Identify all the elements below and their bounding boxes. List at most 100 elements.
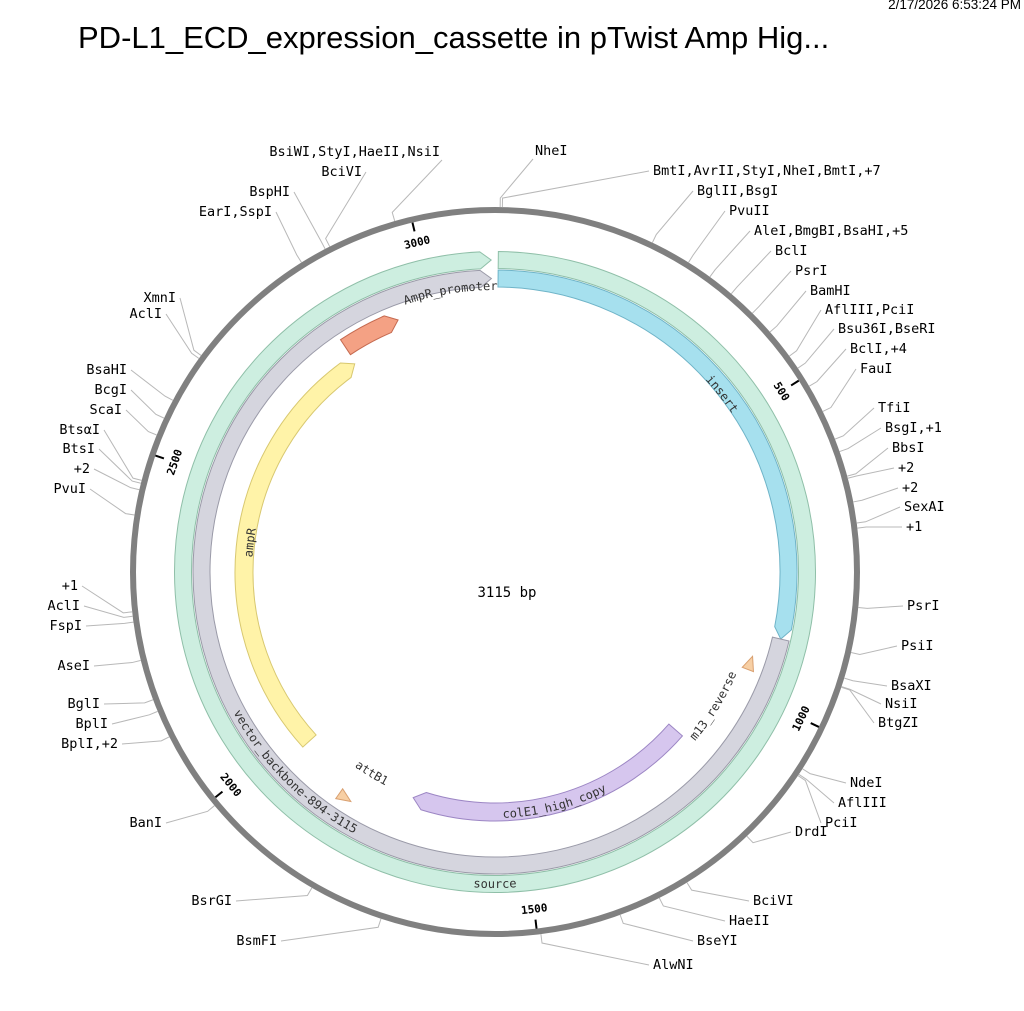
restriction-site-label[interactable]: BclI bbox=[775, 243, 808, 259]
site-leader-line bbox=[797, 775, 822, 824]
primer-label: attB1 bbox=[353, 758, 391, 789]
restriction-site-label[interactable]: BciVI bbox=[321, 164, 362, 180]
restriction-site-label[interactable]: FauI bbox=[860, 361, 893, 377]
restriction-site-label[interactable]: EarI,SspI bbox=[199, 204, 272, 220]
restriction-site-label[interactable]: +1 bbox=[906, 519, 922, 535]
tick-label: 3000 bbox=[403, 233, 432, 252]
restriction-site-label[interactable]: PsiI bbox=[901, 638, 934, 654]
restriction-site-label[interactable]: BglII,BsgI bbox=[697, 183, 778, 199]
restriction-site-label[interactable]: AseI bbox=[57, 658, 90, 674]
tick-label: 1000 bbox=[790, 704, 813, 734]
restriction-site-label[interactable]: Bsu36I,BseRI bbox=[838, 321, 936, 337]
restriction-site-label[interactable]: PvuI bbox=[53, 481, 86, 497]
restriction-site-label[interactable]: +2 bbox=[898, 460, 914, 476]
site-leader-line bbox=[85, 621, 134, 627]
feature-ampr[interactable] bbox=[234, 362, 356, 748]
primer-m13_reverse-icon[interactable] bbox=[741, 655, 755, 673]
restriction-site-label[interactable]: ScaI bbox=[89, 402, 122, 418]
tick-label: 2000 bbox=[217, 771, 244, 800]
restriction-site-label[interactable]: AlwNI bbox=[653, 957, 694, 973]
restriction-site-label[interactable]: PsrI bbox=[795, 263, 828, 279]
feature-ampr-promoter[interactable] bbox=[339, 315, 399, 356]
tick-mark bbox=[810, 722, 820, 728]
site-leader-line bbox=[850, 645, 898, 655]
site-leader-line bbox=[856, 506, 901, 524]
restriction-site-label[interactable]: NdeI bbox=[850, 775, 883, 791]
restriction-site-label[interactable]: BcgI bbox=[94, 382, 127, 398]
site-leader-line bbox=[499, 158, 534, 208]
restriction-site-label[interactable]: BciVI bbox=[753, 893, 794, 909]
restriction-site-label[interactable]: BglI bbox=[67, 696, 100, 712]
restriction-site-label[interactable]: BtsαI bbox=[59, 422, 100, 438]
restriction-site-label[interactable]: BsiWI,StyI,HaeII,NsiI bbox=[269, 144, 440, 160]
restriction-site-label[interactable]: +2 bbox=[74, 461, 90, 477]
restriction-site-label[interactable]: XmnI bbox=[143, 290, 176, 306]
restriction-site-label[interactable]: BtgZI bbox=[878, 715, 919, 731]
restriction-site-label[interactable]: PvuII bbox=[729, 203, 770, 219]
site-leader-line bbox=[841, 686, 875, 724]
site-leader-line bbox=[847, 467, 895, 479]
site-leader-line bbox=[841, 686, 882, 705]
restriction-site-label[interactable]: BtsI bbox=[62, 441, 95, 457]
restriction-site-label[interactable]: AflIII,PciI bbox=[825, 302, 914, 318]
feature-vector-backbone-894-3115[interactable] bbox=[192, 269, 790, 875]
tick-mark bbox=[155, 454, 165, 460]
restriction-site-label[interactable]: FspI bbox=[49, 618, 82, 634]
restriction-site-label[interactable]: NsiI bbox=[885, 696, 918, 712]
restriction-site-label[interactable]: BbsI bbox=[892, 440, 925, 456]
restriction-site-label[interactable]: BsaXI bbox=[891, 678, 932, 694]
site-leader-line bbox=[822, 368, 857, 412]
restriction-site-label[interactable]: BclI,+4 bbox=[850, 341, 907, 357]
restriction-site-label[interactable]: AflIII bbox=[838, 795, 887, 811]
restriction-site-label[interactable]: BsgI,+1 bbox=[885, 420, 942, 436]
site-leader-line bbox=[752, 270, 792, 314]
restriction-site-label[interactable]: BsrGI bbox=[191, 893, 232, 909]
restriction-site-label[interactable]: BplI bbox=[75, 716, 108, 732]
site-leader-line bbox=[798, 773, 835, 804]
site-leader-line bbox=[280, 918, 382, 942]
restriction-site-label[interactable]: SexAI bbox=[904, 499, 945, 515]
feature-label: ampR bbox=[241, 526, 259, 558]
restriction-site-label[interactable]: BanI bbox=[129, 815, 162, 831]
restriction-site-label[interactable]: PsrI bbox=[907, 598, 940, 614]
restriction-site-label[interactable]: TfiI bbox=[878, 400, 911, 416]
feature-source[interactable] bbox=[174, 251, 816, 893]
restriction-site-label[interactable]: BplI,+2 bbox=[61, 736, 118, 752]
restriction-site-label[interactable]: +2 bbox=[902, 480, 918, 496]
site-leader-line bbox=[802, 768, 847, 784]
site-leader-line bbox=[847, 447, 889, 477]
primer-attb1-icon[interactable] bbox=[334, 787, 352, 803]
backbone-ring bbox=[130, 207, 860, 937]
restriction-site-label[interactable]: DrdI bbox=[795, 824, 828, 840]
site-leader-line bbox=[179, 297, 202, 356]
site-leader-line bbox=[81, 585, 133, 614]
restriction-site-label[interactable]: PciI bbox=[825, 815, 858, 831]
site-leader-line bbox=[125, 409, 157, 436]
site-leader-line bbox=[121, 736, 170, 745]
restriction-site-label[interactable]: BmtI,AvrII,StyI,NheI,BmtI,+7 bbox=[653, 163, 881, 179]
restriction-site-label[interactable]: AleI,BmgBI,BsaHI,+5 bbox=[754, 223, 908, 239]
restriction-site-label[interactable]: BsaHI bbox=[86, 362, 127, 378]
tick-label: 1500 bbox=[520, 901, 548, 917]
restriction-site-label[interactable]: AclI bbox=[129, 306, 162, 322]
restriction-site-label[interactable]: AclI bbox=[47, 598, 80, 614]
restriction-site-label[interactable]: BspHI bbox=[249, 184, 290, 200]
site-leader-line bbox=[746, 831, 792, 844]
site-leader-line bbox=[293, 191, 326, 250]
site-leader-line bbox=[686, 882, 750, 902]
restriction-site-label[interactable]: BamHI bbox=[810, 283, 851, 299]
site-leader-line bbox=[83, 605, 133, 618]
restriction-site-label[interactable]: BsmFI bbox=[236, 933, 277, 949]
restriction-site-label[interactable]: HaeII bbox=[729, 913, 770, 929]
restriction-site-label[interactable]: +1 bbox=[62, 578, 78, 594]
restriction-site-label[interactable]: NheI bbox=[535, 143, 568, 159]
feature-insert[interactable] bbox=[497, 269, 798, 640]
restriction-site-label[interactable]: BseYI bbox=[697, 933, 738, 949]
feature-cole1-high-copy[interactable] bbox=[412, 723, 684, 822]
site-leader-line bbox=[658, 897, 726, 922]
site-leader-line bbox=[111, 710, 158, 725]
map-title: PD-L1_ECD_expression_cassette in pTwist … bbox=[78, 20, 830, 55]
restriction-site-layer: BsiWI,StyI,HaeII,NsiI BciVI BspHI EarI,SspI… bbox=[47, 143, 944, 973]
site-leader-line bbox=[688, 210, 726, 263]
